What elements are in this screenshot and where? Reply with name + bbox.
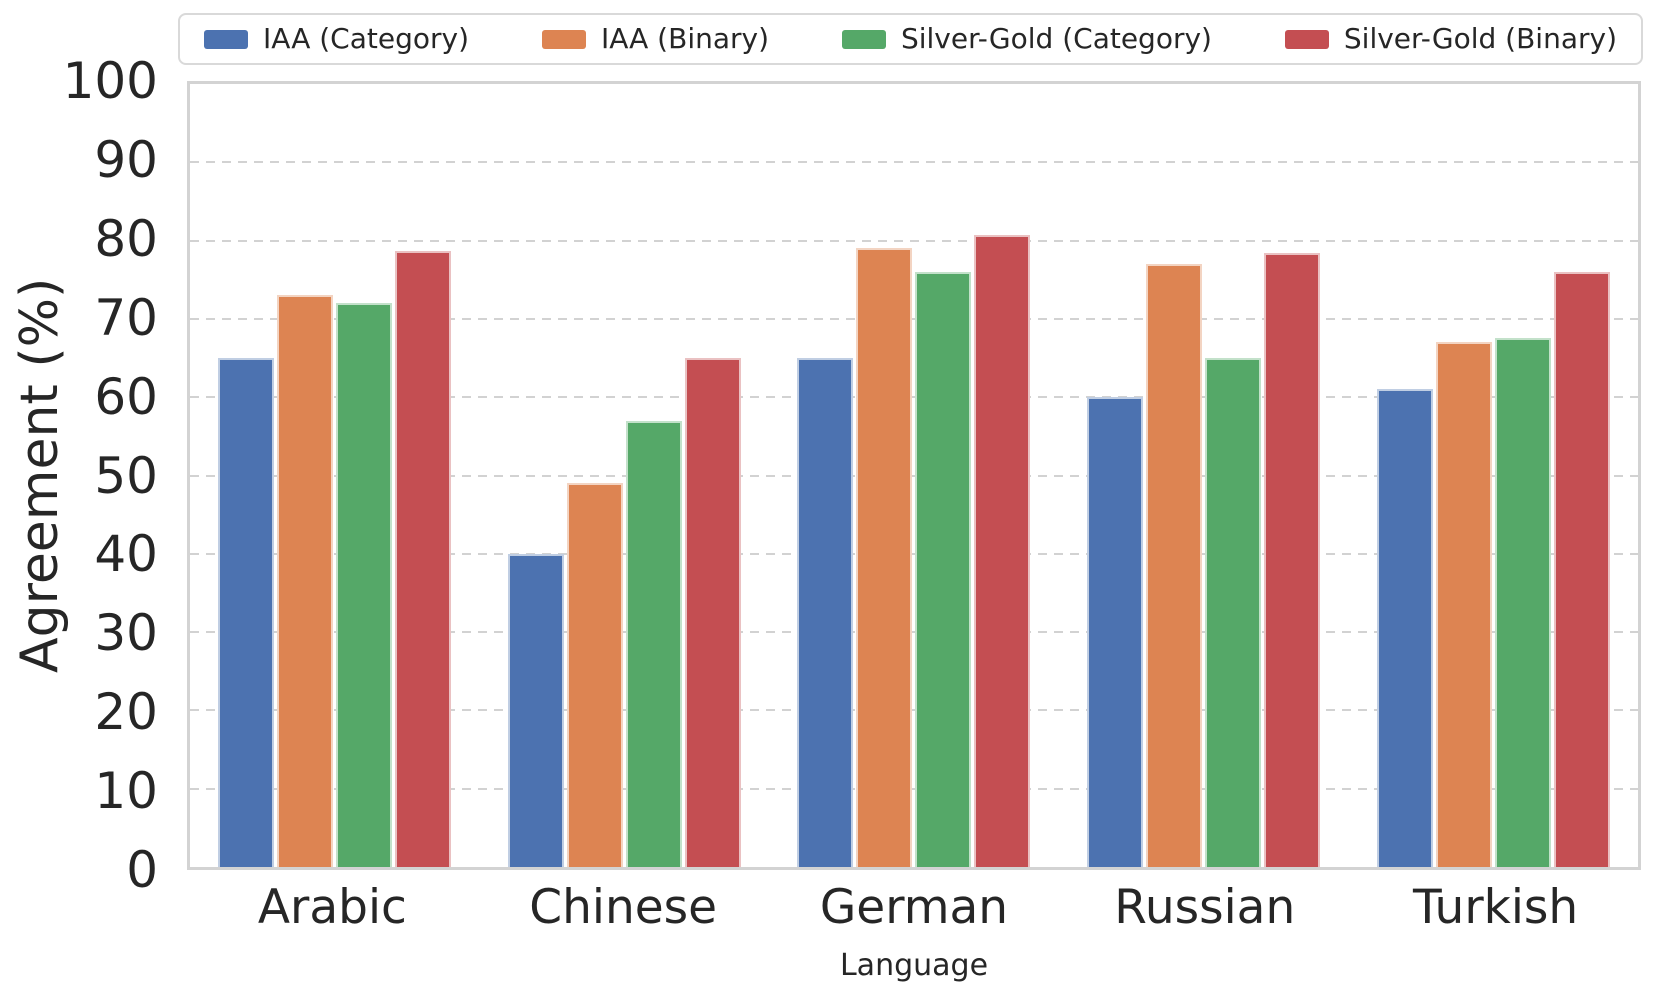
bar-arabic-silver-gold-category (336, 303, 393, 867)
x-tick-label-turkish: Turkish (1412, 880, 1579, 935)
bar-german-iaa-category (797, 358, 854, 867)
x-tick-label-russian: Russian (1114, 880, 1296, 935)
bar-arabic-iaa-category (218, 358, 275, 867)
gridline-30 (190, 631, 1638, 634)
x-tick-label-german: German (819, 880, 1009, 935)
bar-chinese-silver-gold-binary (684, 358, 741, 867)
gridline-10 (190, 787, 1638, 790)
gridline-70 (190, 317, 1638, 320)
x-tick-label-chinese: Chinese (529, 880, 718, 935)
bar-arabic-silver-gold-binary (395, 250, 452, 867)
legend-swatch-icon (204, 29, 248, 49)
gridline-90 (190, 161, 1638, 164)
bar-group-chinese (480, 84, 770, 867)
bar-chinese-iaa-binary (566, 483, 623, 867)
y-tick-label-30: 30 (94, 604, 158, 663)
bar-german-silver-gold-category (915, 271, 972, 867)
bar-turkish-iaa-binary (1435, 342, 1492, 867)
y-tick-label-10: 10 (94, 762, 158, 821)
gridline-20 (190, 709, 1638, 712)
bar-turkish-silver-gold-binary (1553, 271, 1610, 867)
bar-russian-iaa-binary (1146, 264, 1203, 867)
gridline-60 (190, 396, 1638, 399)
legend-label: Silver-Gold (Category) (900, 22, 1212, 55)
bar-group-russian (1059, 84, 1349, 867)
legend-item-1: IAA (Category) (204, 25, 469, 53)
x-axis-ticks: Arabic Chinese German Russian Turkish (187, 882, 1641, 934)
gridline-80 (190, 239, 1638, 242)
y-tick-label-80: 80 (94, 209, 158, 268)
y-tick-label-100: 100 (62, 52, 158, 110)
bar-chinese-iaa-category (507, 553, 564, 867)
bar-turkish-iaa-category (1376, 389, 1433, 867)
bar-group-arabic (190, 84, 480, 867)
bar-arabic-iaa-binary (277, 295, 334, 867)
bar-group-german (769, 84, 1059, 867)
bar-russian-silver-gold-category (1205, 358, 1262, 867)
bar-chinese-silver-gold-category (625, 420, 682, 867)
bars-layer (190, 84, 1638, 867)
legend-swatch-icon (541, 29, 586, 49)
y-tick-label-90: 90 (94, 130, 158, 189)
y-tick-label-40: 40 (94, 525, 158, 584)
gridline-50 (190, 474, 1638, 477)
y-tick-label-70: 70 (94, 288, 158, 347)
legend-swatch-icon (841, 29, 886, 49)
y-tick-label-50: 50 (94, 446, 158, 505)
legend-label: IAA (Category) (263, 22, 469, 55)
x-axis-label: Language (839, 948, 989, 983)
bar-russian-iaa-category (1087, 397, 1144, 867)
bar-german-silver-gold-binary (974, 235, 1031, 867)
legend-item-4: Silver-Gold (Binary) (1284, 22, 1617, 55)
x-tick-label-arabic: Arabic (257, 880, 407, 935)
y-axis-ticks: 0 10 20 30 40 50 60 70 80 90 100 (0, 56, 170, 895)
plot-area (187, 81, 1641, 870)
legend-swatch-icon (1284, 29, 1329, 49)
bar-russian-silver-gold-binary (1264, 253, 1321, 867)
y-tick-label-60: 60 (94, 367, 158, 426)
legend-item-2: IAA (Binary) (541, 22, 770, 55)
chart-legend: IAA (Category) IAA (Binary) Silver-Gold (C… (178, 13, 1643, 65)
legend-label: IAA (Binary) (600, 22, 770, 55)
y-tick-label-20: 20 (94, 683, 158, 742)
bar-turkish-silver-gold-category (1494, 338, 1551, 867)
gridline-40 (190, 552, 1638, 555)
legend-item-3: Silver-Gold (Category) (841, 22, 1212, 55)
legend-label: Silver-Gold (Binary) (1343, 22, 1617, 55)
bar-german-iaa-binary (856, 248, 913, 867)
bar-group-turkish (1348, 84, 1638, 867)
y-tick-label-0: 0 (126, 841, 158, 899)
